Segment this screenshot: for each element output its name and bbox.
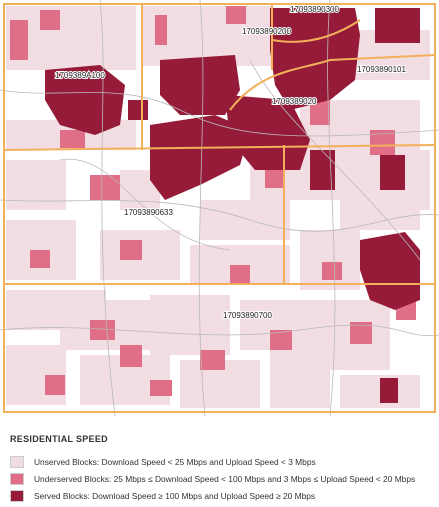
tract-label: 1709389020	[272, 97, 317, 106]
tract-label: 17093890200	[242, 27, 291, 36]
tract-label: 17093890101	[357, 65, 406, 74]
legend-label: Underserved Blocks: 25 Mbps ≤ Download S…	[34, 474, 416, 484]
legend-title: RESIDENTIAL SPEED	[10, 434, 108, 444]
legend-item-unserved: Unserved Blocks: Download Speed < 25 Mbp…	[10, 454, 316, 470]
tract-label: 17093890633	[124, 208, 173, 217]
unserved-swatch	[10, 456, 24, 468]
legend: RESIDENTIAL SPEED Unserved Blocks: Downl…	[0, 426, 439, 507]
tract-labels: 17093890300 17093890200 1709389A100 1709…	[54, 4, 407, 321]
broadband-map: 17093890300 17093890200 1709389A100 1709…	[0, 0, 439, 416]
legend-label: Served Blocks: Download Speed ≥ 100 Mbps…	[34, 491, 316, 501]
legend-item-served: Served Blocks: Download Speed ≥ 100 Mbps…	[10, 488, 315, 504]
road-network	[0, 0, 439, 416]
legend-label: Unserved Blocks: Download Speed < 25 Mbp…	[34, 457, 316, 467]
underserved-swatch	[10, 473, 24, 485]
served-swatch	[10, 490, 24, 502]
underserved-blocks	[10, 6, 416, 396]
tract-label: 17093890700	[223, 311, 272, 320]
map-canvas: 17093890300 17093890200 1709389A100 1709…	[0, 0, 439, 416]
legend-item-underserved: Underserved Blocks: 25 Mbps ≤ Download S…	[10, 471, 415, 487]
tract-boundaries	[3, 3, 436, 413]
tract-label: 17093890300	[290, 5, 339, 14]
tract-label: 1709389A100	[55, 71, 105, 80]
served-blocks	[45, 8, 420, 403]
